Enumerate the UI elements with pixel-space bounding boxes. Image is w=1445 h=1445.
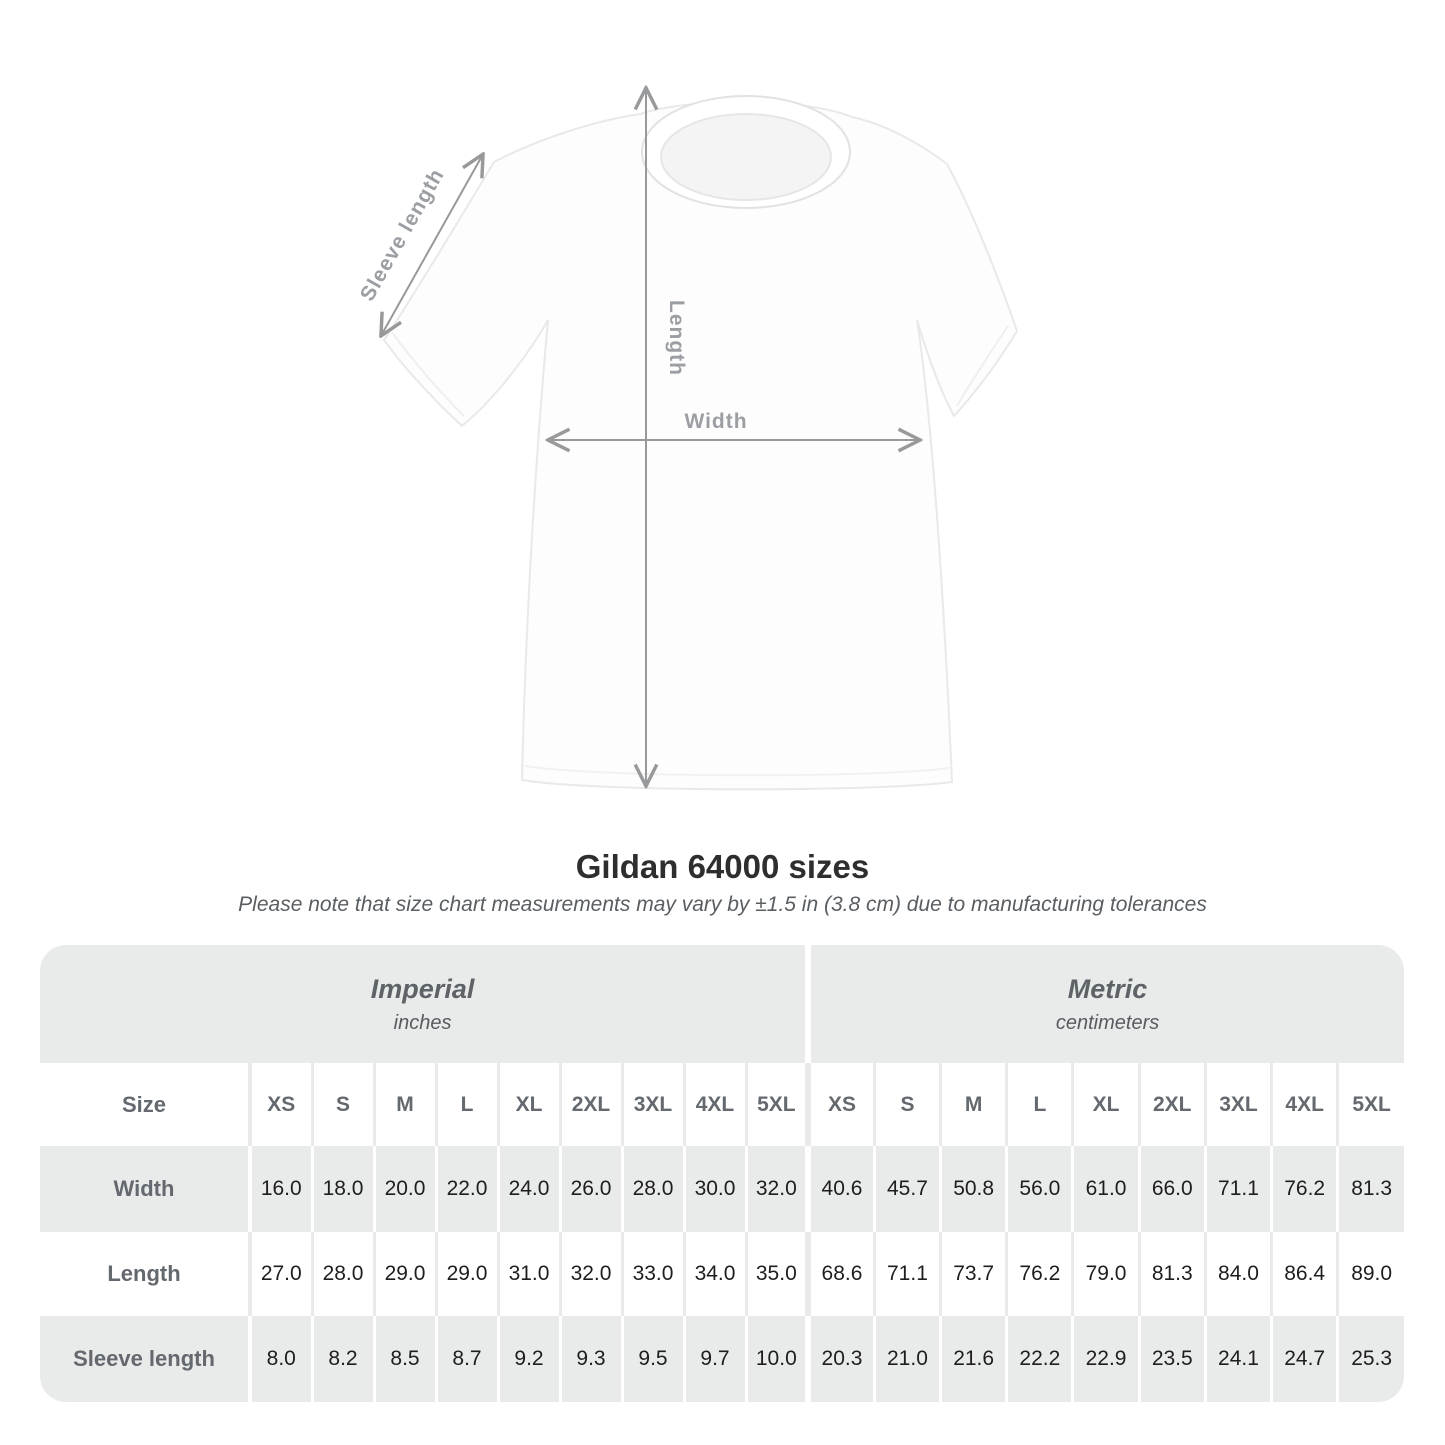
- row-label-width: Width: [40, 1146, 250, 1232]
- page-title: Gildan 64000 sizes: [575, 848, 870, 885]
- size-col-header: 5XL: [744, 1063, 809, 1146]
- collar-inner: [660, 113, 832, 201]
- measurement-arrows: [382, 90, 918, 784]
- size-col-header: XL: [496, 1063, 560, 1146]
- imperial-title: Imperial: [370, 973, 475, 1004]
- tolerance-note: Please note that size chart measurements…: [238, 893, 1207, 916]
- sleeve-length-row: Sleeve length 8.0 8.2 8.5 8.7 9.2 9.3 9.…: [40, 1316, 1404, 1402]
- cell: 22.9: [1071, 1316, 1140, 1402]
- size-col-header: 2XL: [1137, 1063, 1206, 1146]
- cell: 45.7: [872, 1146, 941, 1232]
- cell: 34.0: [682, 1232, 746, 1316]
- row-label-sleeve-length: Sleeve length: [40, 1316, 250, 1402]
- size-col-header: 3XL: [1203, 1063, 1272, 1146]
- cell: 8.5: [372, 1316, 436, 1402]
- cell: 32.0: [744, 1146, 809, 1232]
- cell: 28.0: [310, 1232, 374, 1316]
- cell: 84.0: [1203, 1232, 1272, 1316]
- cell: 31.0: [496, 1232, 560, 1316]
- width-row: Width 16.0 18.0 20.0 22.0 24.0 26.0 28.0…: [40, 1146, 1404, 1232]
- cell: 81.3: [1336, 1146, 1404, 1232]
- cell: 30.0: [682, 1146, 746, 1232]
- size-col-header: M: [939, 1063, 1007, 1146]
- cell: 16.0: [248, 1146, 312, 1232]
- cell: 71.1: [1203, 1146, 1272, 1232]
- cell: 29.0: [372, 1232, 436, 1316]
- cell: 24.7: [1270, 1316, 1338, 1402]
- size-col-header: 3XL: [620, 1063, 684, 1146]
- sleeve-length-arrow: [382, 156, 482, 334]
- cell: 20.0: [372, 1146, 436, 1232]
- cell: 27.0: [248, 1232, 312, 1316]
- size-col-header: L: [1005, 1063, 1073, 1146]
- size-col-header: XS: [805, 1063, 875, 1146]
- cell: 22.2: [1005, 1316, 1073, 1402]
- cell: 21.6: [939, 1316, 1007, 1402]
- tshirt-silhouette: [382, 95, 1019, 791]
- cell: 32.0: [558, 1232, 622, 1316]
- size-col-header: 4XL: [682, 1063, 746, 1146]
- unit-section-row: Imperial inches Metric centimeters: [40, 945, 1404, 1063]
- cell: 81.3: [1137, 1232, 1206, 1316]
- size-col-header: 2XL: [558, 1063, 622, 1146]
- cell: 8.7: [434, 1316, 498, 1402]
- size-col-header: XS: [248, 1063, 312, 1146]
- cell: 79.0: [1071, 1232, 1140, 1316]
- cell: 21.0: [872, 1316, 941, 1402]
- size-col-header: S: [872, 1063, 941, 1146]
- tshirt-measurement-diagram: Width Length Sleeve length: [356, 0, 1019, 791]
- cell: 35.0: [744, 1232, 809, 1316]
- cell: 26.0: [558, 1146, 622, 1232]
- cell: 22.0: [434, 1146, 498, 1232]
- tshirt-illustration: Width Length Sleeve length: [356, 0, 1019, 791]
- cell: 9.3: [558, 1316, 622, 1402]
- size-col-header: M: [372, 1063, 436, 1146]
- imperial-unit: inches: [393, 1011, 452, 1034]
- cell: 18.0: [310, 1146, 374, 1232]
- cell: 76.2: [1270, 1146, 1338, 1232]
- size-chart-table: Imperial inches Metric centimeters Size …: [40, 945, 1404, 1402]
- cell: 8.2: [310, 1316, 374, 1402]
- cell: 86.4: [1270, 1232, 1338, 1316]
- cell: 68.6: [805, 1232, 875, 1316]
- cell: 89.0: [1336, 1232, 1404, 1316]
- cell: 25.3: [1336, 1316, 1404, 1402]
- length-label: Length: [665, 300, 688, 376]
- size-col-header: XL: [1071, 1063, 1140, 1146]
- cell: 24.0: [496, 1146, 560, 1232]
- cell: 20.3: [805, 1316, 875, 1402]
- size-col-header: 5XL: [1336, 1063, 1404, 1146]
- cell: 61.0: [1071, 1146, 1140, 1232]
- cell: 24.1: [1203, 1316, 1272, 1402]
- cell: 73.7: [939, 1232, 1007, 1316]
- cell: 28.0: [620, 1146, 684, 1232]
- cell: 56.0: [1005, 1146, 1073, 1232]
- cell: 66.0: [1137, 1146, 1206, 1232]
- cell: 40.6: [805, 1146, 875, 1232]
- cell: 9.2: [496, 1316, 560, 1402]
- size-header-row: Size XS S M L XL 2XL 3XL 4XL 5XL XS S M …: [40, 1063, 1404, 1146]
- cell: 9.7: [682, 1316, 746, 1402]
- cell: 10.0: [744, 1316, 809, 1402]
- row-label-length: Length: [40, 1232, 250, 1316]
- metric-section-header: Metric centimeters: [805, 945, 1404, 1063]
- width-label: Width: [684, 410, 747, 433]
- imperial-section-header: Imperial inches: [40, 945, 809, 1063]
- size-col-header: 4XL: [1270, 1063, 1338, 1146]
- cell: 76.2: [1005, 1232, 1073, 1316]
- cell: 71.1: [872, 1232, 941, 1316]
- metric-title: Metric: [1067, 973, 1148, 1004]
- size-col-header: S: [310, 1063, 374, 1146]
- cell: 8.0: [248, 1316, 312, 1402]
- size-col-header: L: [434, 1063, 498, 1146]
- cell: 33.0: [620, 1232, 684, 1316]
- size-header-label: Size: [40, 1063, 250, 1146]
- cell: 9.5: [620, 1316, 684, 1402]
- cell: 50.8: [939, 1146, 1007, 1232]
- metric-unit: centimeters: [1055, 1011, 1160, 1034]
- cell: 23.5: [1137, 1316, 1206, 1402]
- cell: 29.0: [434, 1232, 498, 1316]
- length-row: Length 27.0 28.0 29.0 29.0 31.0 32.0 33.…: [40, 1232, 1404, 1316]
